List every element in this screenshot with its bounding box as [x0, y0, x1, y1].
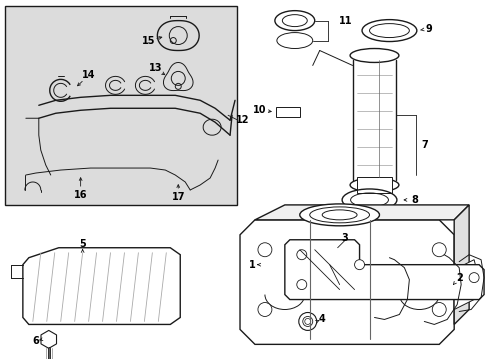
Text: 14: 14 — [81, 71, 95, 80]
Ellipse shape — [299, 204, 379, 226]
Text: 16: 16 — [74, 190, 87, 200]
Polygon shape — [240, 220, 453, 345]
Text: 17: 17 — [171, 192, 184, 202]
Circle shape — [468, 273, 478, 283]
Bar — [5, 6, 237, 205]
Text: 12: 12 — [236, 115, 249, 125]
Circle shape — [258, 243, 271, 257]
Bar — [275, 107, 299, 117]
Text: 3: 3 — [341, 233, 347, 243]
Text: 15: 15 — [142, 36, 155, 46]
Circle shape — [258, 302, 271, 316]
Text: 8: 8 — [410, 195, 417, 205]
Text: 4: 4 — [318, 314, 325, 324]
Bar — [356, 177, 392, 193]
Text: 10: 10 — [253, 105, 266, 115]
Text: 5: 5 — [79, 239, 86, 249]
Text: 2: 2 — [455, 273, 462, 283]
Polygon shape — [41, 330, 57, 348]
Circle shape — [354, 260, 364, 270]
Circle shape — [296, 280, 306, 289]
Text: 1: 1 — [248, 260, 255, 270]
Circle shape — [298, 312, 316, 330]
Text: 6: 6 — [32, 336, 39, 346]
Text: 9: 9 — [425, 24, 432, 33]
Circle shape — [296, 250, 306, 260]
Polygon shape — [453, 205, 468, 324]
Polygon shape — [23, 248, 180, 324]
Polygon shape — [254, 205, 468, 220]
Circle shape — [431, 243, 446, 257]
Text: 7: 7 — [420, 140, 427, 150]
Polygon shape — [453, 260, 478, 310]
Polygon shape — [285, 240, 483, 300]
Text: 11: 11 — [338, 15, 352, 26]
Text: 13: 13 — [148, 63, 162, 73]
Circle shape — [431, 302, 446, 316]
